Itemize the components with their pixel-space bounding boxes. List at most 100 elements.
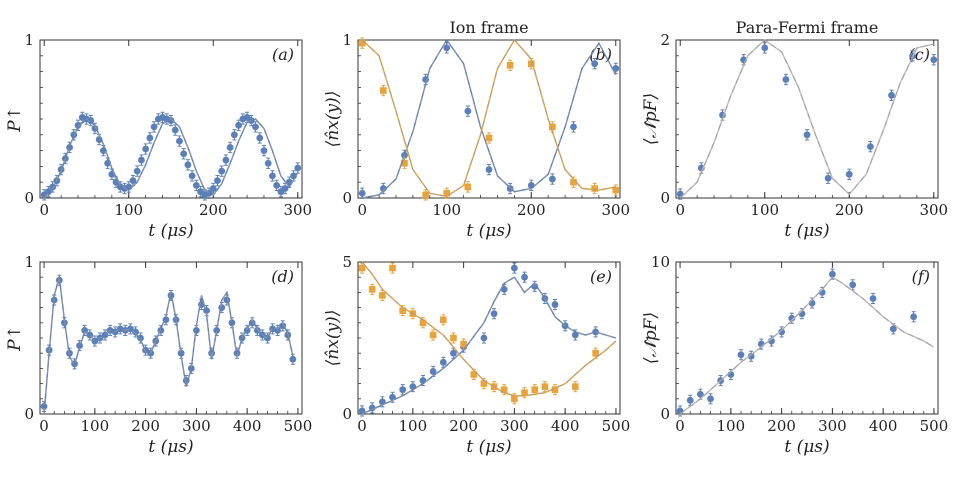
data-point [510,264,518,272]
y-tick-label: 1 [342,31,352,49]
x-tick-label: 0 [39,201,49,219]
data-point [591,185,598,192]
data-point [176,137,183,145]
data-point [521,273,528,281]
y-tick-label: 10 [651,253,670,271]
data-point [571,331,579,339]
theory-line [679,39,934,199]
x-tick-label: 400 [551,417,580,435]
x-axis-label: t (μs) [148,221,193,241]
data-point [778,328,786,336]
data-point [460,340,467,348]
data-point [184,161,192,169]
data-point [531,386,538,393]
x-tick-label: 0 [39,417,49,435]
data-point [696,390,704,398]
theory-line [361,276,617,415]
data-point [269,172,276,180]
data-point [480,380,488,387]
data-point [591,60,599,68]
data-point [869,295,877,302]
data-point [521,389,528,397]
data-point [132,328,139,336]
y-tick-label: 0 [342,189,352,207]
data-point [480,334,488,342]
data-point [74,121,82,129]
data-point [218,167,226,175]
data-point [273,181,281,189]
data-point [686,396,694,404]
data-point [450,334,457,342]
data-point [548,175,556,183]
data-point [218,304,226,311]
x-tick-label: 0 [675,201,685,219]
data-point [150,123,158,131]
data-point [358,264,366,272]
data-point [399,307,406,314]
theory-line-dashed [361,39,616,197]
data-point [264,159,272,167]
data-point [429,368,437,375]
y-tick-label: 0 [24,189,34,207]
theory-line [679,276,935,415]
x-tick-label: 100 [114,201,143,219]
data-point [252,123,259,131]
data-point [440,316,447,324]
x-axis-label: t (μs) [466,221,511,241]
data-point [209,185,217,192]
panel-label: (d) [271,267,294,286]
y-tick-label: 0 [660,189,670,207]
data-point [828,270,836,278]
data-point [81,327,89,334]
panel-5: 0 100 200 300 400 500 0 5 t (μs) ⟨n̂x(y)⟩ (e) [323,253,630,457]
data-point [230,131,238,139]
x-tick-label: 400 [233,417,262,435]
data-point [379,185,387,192]
data-point [222,156,230,164]
data-point [138,156,145,164]
data-point [253,327,261,334]
data-point [419,319,427,327]
theory-line-dashed [43,277,294,415]
data-point [707,395,714,403]
data-point [422,191,429,199]
data-point [399,386,407,394]
data-point [248,319,256,327]
theory-line [43,118,299,199]
data-point [788,314,796,322]
data-point [171,126,179,134]
data-point [541,383,549,390]
panel-4: 0 100 200 300 400 500 0 1 t (μs) P↑ (d) [5,253,312,457]
panel-3: 0 100 200 300 0 2 Para-Fermi frame t (μs) ⟨𝒩̂pF⟩… [641,18,948,241]
y-tick-label: 2 [660,31,670,49]
plot-frame [675,261,939,415]
data-point [570,178,577,186]
data-point [226,144,234,151]
panel-label: (a) [272,45,294,64]
x-tick-label: 100 [717,417,746,435]
panel-label: (f) [912,267,930,286]
data-point [485,134,493,142]
data-point [464,183,472,191]
x-tick-label: 300 [818,417,847,435]
y-axis-label: P↑ [5,106,25,133]
data-point [549,123,556,131]
data-point [551,386,559,393]
theory-line-dashed [679,276,935,415]
x-tick-label: 500 [284,417,313,435]
data-point [761,44,769,52]
x-axis-label: t (μs) [148,437,193,457]
x-tick-label: 0 [675,417,685,435]
data-point [439,358,447,366]
data-point [490,310,498,318]
data-point [358,39,366,47]
data-point [888,91,895,99]
data-point [910,313,918,321]
x-axis-label: t (μs) [784,221,829,241]
data-point [133,167,141,175]
data-point [129,177,137,185]
data-point [889,325,897,333]
data-point [146,134,154,142]
